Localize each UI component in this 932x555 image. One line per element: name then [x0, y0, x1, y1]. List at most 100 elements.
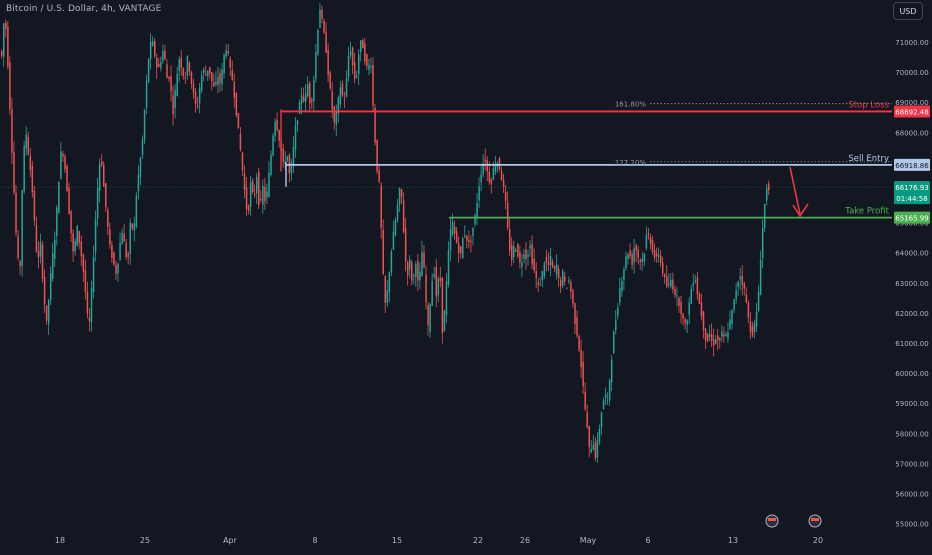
candle-body	[382, 229, 384, 274]
candle-body	[494, 165, 497, 172]
candle-body	[233, 82, 236, 98]
candle-body	[447, 249, 450, 285]
candle-body	[700, 302, 703, 317]
candle-body	[374, 107, 376, 143]
candle-body	[570, 282, 572, 292]
candle-body	[5, 22, 7, 29]
candle-body	[235, 92, 238, 116]
candle-body	[147, 58, 150, 82]
candle-body	[743, 283, 746, 289]
candle-body	[523, 254, 525, 260]
candle-body	[429, 304, 431, 333]
candle-body	[276, 120, 278, 131]
candle-body	[368, 64, 370, 70]
candle-body	[80, 241, 83, 256]
candle-body	[596, 440, 599, 458]
candle-body	[478, 186, 480, 201]
candle-body	[676, 295, 678, 297]
candle-body	[309, 82, 311, 104]
candle-body	[286, 156, 289, 161]
price-tick-label: 61000.00	[895, 340, 928, 348]
stop-loss-price-tag	[894, 105, 930, 118]
candle-body	[370, 66, 372, 68]
candle-body	[451, 222, 454, 235]
candle-body	[347, 55, 350, 78]
candle-body	[29, 155, 32, 170]
candle-body	[602, 400, 605, 410]
candle-body	[43, 277, 46, 305]
candle-body	[15, 192, 17, 233]
time-axis[interactable]: 18 25 Apr 8 15 22 26 May 6 13 20	[55, 536, 823, 545]
candle-body	[498, 158, 501, 170]
candle-body	[659, 255, 662, 263]
candle-body	[680, 301, 682, 315]
candle-body	[62, 154, 64, 157]
candle-body	[529, 245, 531, 249]
candle-body	[327, 50, 329, 75]
candle-body	[627, 254, 629, 260]
candle-body	[49, 272, 52, 300]
candle-body	[188, 62, 191, 72]
candle-body	[225, 50, 227, 57]
candle-body	[555, 264, 558, 275]
candle-body	[23, 146, 25, 192]
candle-series	[1, 2, 770, 463]
candle-body	[466, 235, 468, 241]
candle-body	[321, 9, 323, 19]
candle-body	[582, 361, 584, 387]
time-tick-label: 26	[520, 536, 530, 545]
candle-body	[41, 244, 44, 279]
candle-body	[68, 187, 70, 214]
candle-body	[576, 317, 578, 336]
candle-body	[329, 72, 331, 89]
candle-body	[735, 290, 737, 300]
candle-body	[394, 219, 397, 236]
candle-body	[623, 269, 625, 280]
candle-body	[119, 243, 121, 261]
candle-body	[519, 251, 521, 263]
price-tick-label: 64000.00	[895, 250, 928, 258]
candle-body	[141, 139, 144, 156]
candle-body	[592, 445, 595, 450]
candle-body	[133, 223, 136, 231]
candle-body	[633, 248, 635, 263]
time-tick-label: 18	[55, 536, 65, 545]
candle-body	[186, 56, 189, 76]
candle-body	[160, 62, 162, 68]
candle-body	[543, 262, 546, 276]
candle-body	[355, 75, 358, 77]
candle-body	[533, 258, 535, 271]
candle-body	[525, 249, 527, 260]
candle-body	[307, 84, 309, 97]
candle-body	[541, 271, 544, 281]
candle-body	[600, 412, 603, 428]
price-tags: 68692.48 66918.86 65165.99 66176.93 01:44:58	[2, 105, 930, 224]
candle-body	[435, 267, 438, 297]
candle-body	[590, 448, 593, 453]
time-tick-label: 6	[645, 536, 650, 545]
candle-body	[274, 121, 276, 137]
candle-body	[262, 185, 264, 205]
currency-button[interactable]: USD	[893, 2, 923, 20]
candle-body	[1, 51, 3, 56]
candle-body	[256, 176, 258, 194]
candle-body	[349, 51, 352, 56]
candle-body	[221, 69, 223, 85]
candle-body	[470, 240, 472, 243]
candle-body	[763, 204, 766, 228]
candle-body	[258, 171, 260, 206]
annotations	[789, 166, 809, 218]
candle-body	[33, 191, 36, 221]
candle-body	[158, 64, 160, 67]
candle-body	[537, 282, 540, 285]
candle-body	[264, 186, 266, 202]
candle-body	[384, 275, 387, 303]
candle-body	[457, 243, 460, 254]
candle-body	[729, 319, 731, 329]
candle-body	[196, 105, 199, 107]
time-tick-label: May	[580, 536, 597, 545]
candle-body	[464, 235, 466, 237]
candle-body	[270, 154, 272, 175]
